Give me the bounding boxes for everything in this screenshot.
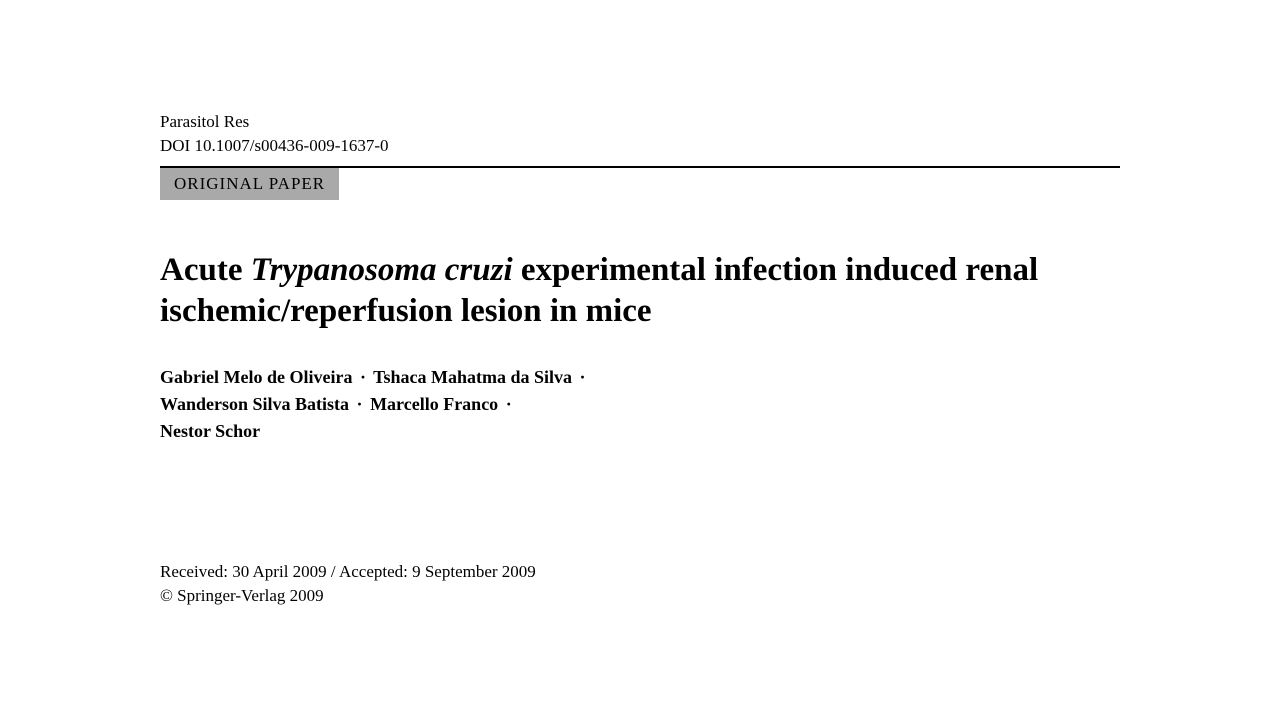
journal-header: Parasitol Res DOI 10.1007/s00436-009-163… — [160, 110, 1120, 158]
doi: DOI 10.1007/s00436-009-1637-0 — [160, 134, 1120, 158]
author-separator: · — [506, 394, 512, 414]
paper-type-badge: ORIGINAL PAPER — [160, 168, 339, 200]
author-separator: · — [357, 394, 363, 414]
author-3: Wanderson Silva Batista — [160, 394, 349, 414]
author-2: Tshaca Mahatma da Silva — [373, 367, 572, 387]
journal-name: Parasitol Res — [160, 110, 1120, 134]
title-section: Acute Trypanosoma cruzi experimental inf… — [160, 250, 1120, 333]
author-4: Marcello Franco — [370, 394, 498, 414]
received-accepted-dates: Received: 30 April 2009 / Accepted: 9 Se… — [160, 560, 1120, 584]
author-1: Gabriel Melo de Oliveira — [160, 367, 352, 387]
author-separator: · — [360, 367, 366, 387]
paper-title: Acute Trypanosoma cruzi experimental inf… — [160, 250, 1120, 333]
author-5: Nestor Schor — [160, 421, 260, 441]
author-separator: · — [580, 367, 586, 387]
title-italic: Trypanosoma cruzi — [251, 252, 513, 288]
copyright: © Springer-Verlag 2009 — [160, 584, 1120, 608]
authors-block: Gabriel Melo de Oliveira · Tshaca Mahatm… — [160, 364, 1120, 445]
title-part1: Acute — [160, 252, 251, 288]
dates-section: Received: 30 April 2009 / Accepted: 9 Se… — [160, 560, 1120, 608]
